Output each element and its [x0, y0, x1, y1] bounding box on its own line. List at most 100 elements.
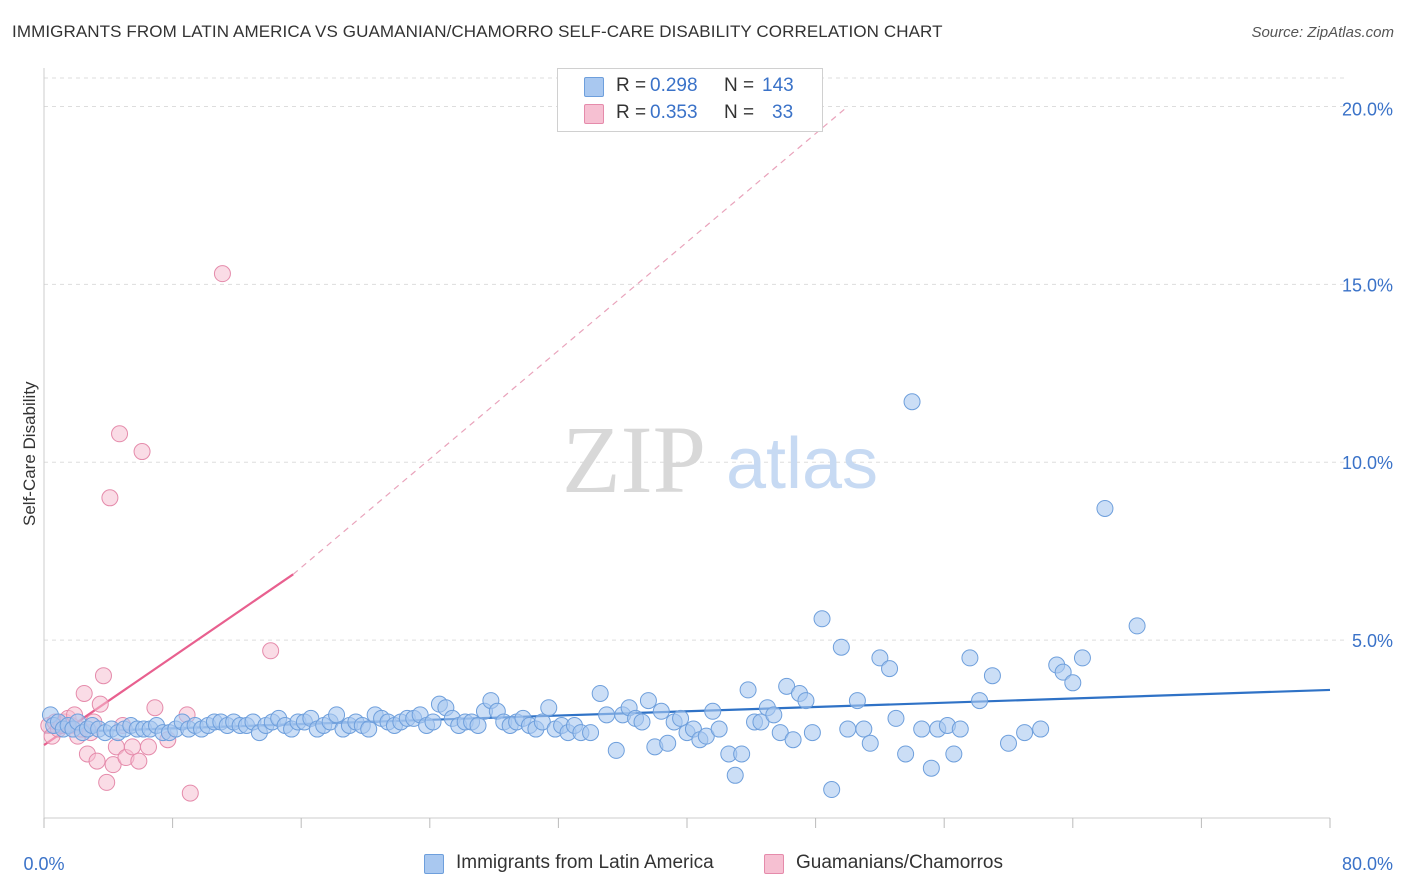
data-point-immigrants — [540, 699, 558, 717]
data-point-guamanians — [213, 265, 231, 283]
data-point-immigrants — [1064, 674, 1082, 692]
data-point-immigrants — [710, 720, 728, 738]
bottom-legend-label: Guamanians/Chamorros — [796, 852, 1003, 873]
bottom-legend-label: Immigrants from Latin America — [456, 852, 714, 873]
tick-labels: 5.0% 10.0% 15.0% 20.0% 0.0% 80.0% — [23, 99, 1393, 874]
data-point-immigrants — [752, 713, 770, 731]
data-point-guamanians — [98, 773, 116, 791]
data-point-immigrants — [1073, 649, 1091, 667]
data-point-guamanians — [91, 695, 109, 713]
data-point-immigrants — [726, 766, 744, 784]
data-point-immigrants — [704, 702, 722, 720]
data-point-immigrants — [784, 731, 802, 749]
data-point-immigrants — [778, 677, 796, 695]
data-point-immigrants — [945, 745, 963, 763]
data-point-guamanians — [111, 425, 129, 443]
data-point-guamanians — [88, 752, 106, 770]
data-point-immigrants — [633, 713, 651, 731]
x-tick-label-min: 0.0% — [23, 854, 64, 874]
trend-line-guamanians — [43, 573, 294, 746]
data-point-immigrants — [1000, 734, 1017, 752]
data-point-immigrants — [659, 734, 677, 752]
data-point-immigrants — [961, 649, 979, 667]
data-point-immigrants — [922, 759, 940, 777]
data-point-immigrants — [951, 720, 969, 738]
data-point-immigrants — [1016, 724, 1034, 742]
points-immigrants — [41, 393, 1146, 799]
data-point-immigrants — [1128, 617, 1146, 635]
source-label: Source: ZipAtlas.com — [1251, 24, 1394, 41]
legend-r-label: R = — [616, 75, 647, 96]
data-point-guamanians — [262, 642, 280, 660]
data-point-immigrants — [971, 692, 989, 710]
data-point-immigrants — [739, 681, 757, 699]
y-tick-label: 20.0% — [1342, 99, 1393, 119]
y-axis-label: Self-Care Disability — [20, 381, 39, 526]
data-point-immigrants — [591, 684, 609, 702]
data-point-immigrants — [871, 649, 889, 667]
data-point-immigrants — [765, 706, 783, 724]
data-point-immigrants — [582, 724, 600, 742]
data-point-immigrants — [533, 713, 551, 731]
data-point-immigrants — [897, 745, 915, 763]
watermark: ZIP atlas — [562, 406, 878, 513]
data-point-immigrants — [803, 724, 821, 742]
legend-n-value: 33 — [772, 102, 794, 123]
bottom-legend-swatch-pink — [764, 854, 784, 874]
legend-n-label: N = — [724, 102, 755, 123]
data-point-immigrants — [360, 720, 378, 738]
data-point-immigrants — [881, 660, 899, 678]
data-point-immigrants — [839, 720, 857, 738]
data-point-guamanians — [101, 489, 119, 507]
y-tick-label: 10.0% — [1342, 453, 1393, 473]
legend-n-value: 143 — [762, 75, 794, 96]
data-point-immigrants — [861, 734, 879, 752]
data-point-immigrants — [983, 667, 1001, 685]
y-tick-label: 5.0% — [1352, 631, 1393, 651]
data-point-immigrants — [832, 638, 850, 656]
data-point-immigrants — [823, 781, 841, 799]
legend-row-guamanians: R = 0.353 N = 33 — [558, 100, 822, 126]
legend-r-value: 0.298 — [650, 75, 698, 96]
data-point-immigrants — [652, 702, 670, 720]
data-point-immigrants — [328, 706, 346, 724]
data-point-immigrants — [672, 709, 690, 727]
x-tick-label-max: 80.0% — [1342, 854, 1393, 874]
data-point-immigrants — [1054, 663, 1072, 681]
data-point-guamanians — [123, 738, 141, 756]
data-point-guamanians — [94, 667, 112, 685]
y-tick-label: 15.0% — [1342, 275, 1393, 295]
data-point-immigrants — [469, 717, 487, 734]
data-point-guamanians — [181, 784, 199, 802]
data-point-immigrants — [607, 741, 625, 759]
watermark-zip: ZIP — [562, 406, 706, 513]
correlation-legend: R = 0.298 N = 143 R = 0.353 N = 33 — [557, 68, 823, 132]
data-point-immigrants — [771, 724, 789, 742]
data-point-guamanians — [75, 684, 93, 702]
data-point-immigrants — [733, 745, 751, 763]
data-point-guamanians — [146, 699, 164, 717]
data-point-immigrants — [697, 727, 715, 745]
data-point-guamanians — [133, 443, 151, 461]
data-point-immigrants — [598, 706, 616, 724]
legend-n-label: N = — [724, 75, 755, 96]
data-point-immigrants — [855, 720, 873, 738]
legend-r-label: R = — [616, 102, 647, 123]
data-point-immigrants — [887, 709, 905, 727]
data-point-immigrants — [424, 713, 442, 731]
legend-row-immigrants: R = 0.298 N = 143 — [558, 73, 822, 99]
data-point-immigrants — [903, 393, 921, 411]
legend-swatch-pink — [584, 104, 604, 124]
legend-swatch-blue — [584, 77, 604, 97]
data-point-immigrants — [913, 720, 931, 738]
data-point-immigrants — [1096, 499, 1114, 517]
legend-r-value: 0.353 — [650, 102, 698, 123]
watermark-atlas: atlas — [726, 424, 878, 504]
data-point-immigrants — [639, 692, 657, 710]
chart-title: IMMIGRANTS FROM LATIN AMERICA VS GUAMANI… — [12, 22, 943, 41]
data-point-immigrants — [1032, 720, 1050, 738]
data-point-guamanians — [104, 756, 122, 774]
axes — [43, 68, 1331, 828]
data-point-immigrants — [797, 692, 815, 710]
